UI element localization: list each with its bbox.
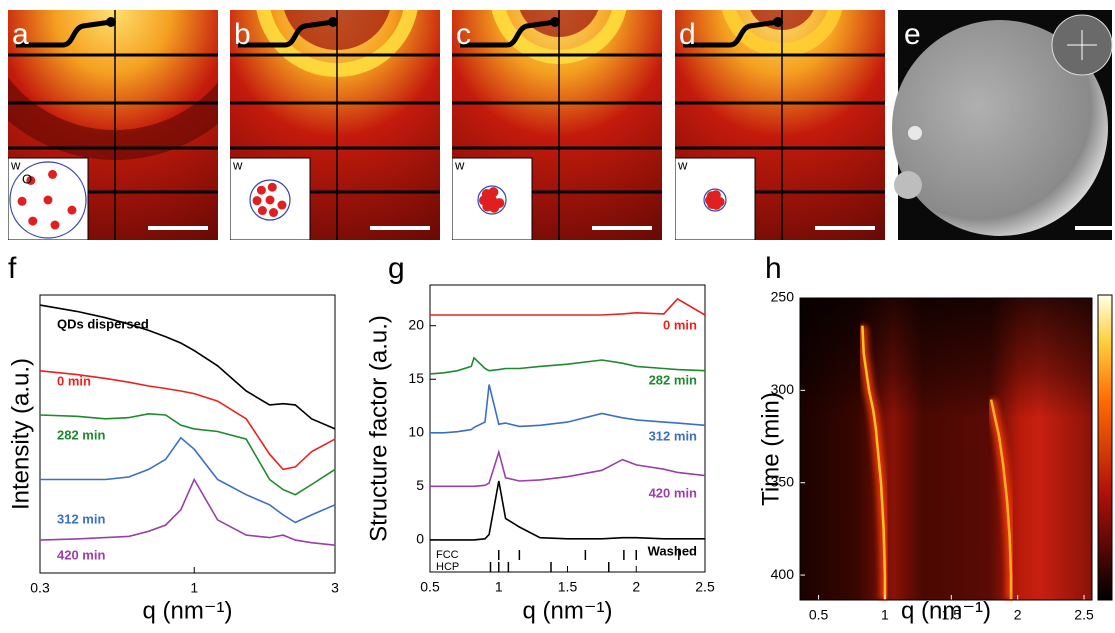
x-axis-label: q (nm⁻¹) — [901, 597, 991, 624]
trajectory-dot — [550, 17, 560, 27]
series-label: 0 min — [57, 373, 91, 388]
image-panel: wb — [230, 0, 440, 240]
x-tick-label: 2 — [632, 579, 640, 595]
trajectory-dot — [106, 17, 116, 27]
quantum-dot — [277, 201, 286, 210]
quantum-dot — [710, 195, 720, 205]
inset-o-label: O — [22, 171, 32, 186]
series-label: Washed — [648, 543, 697, 558]
series-label: 282 min — [649, 372, 697, 387]
series-line — [430, 385, 705, 433]
reference-label: FCC — [436, 549, 459, 561]
y-axis-label: Intensity (a.u.) — [7, 358, 34, 510]
y-axis-label: Time (min) — [757, 392, 784, 506]
quantum-dot — [257, 186, 266, 195]
y-tick-label: 400 — [771, 566, 795, 582]
panel-label: f — [8, 252, 17, 285]
quantum-dot — [67, 206, 76, 215]
quantum-dot — [487, 195, 497, 205]
x-tick-label: 0.5 — [809, 607, 829, 623]
quantum-dot — [266, 196, 275, 205]
image-panel: wOa — [0, 0, 265, 240]
series-label: 420 min — [649, 485, 697, 500]
panel-label: e — [904, 18, 921, 51]
quantum-dot — [48, 170, 57, 179]
sem-bump — [894, 171, 922, 199]
inset-label: w — [454, 157, 465, 172]
quantum-dot — [18, 197, 27, 206]
x-tick-label: 1 — [881, 607, 889, 623]
y-axis-label: Structure factor (a.u.) — [365, 315, 392, 542]
inset-label: w — [232, 157, 243, 172]
colorbar — [1098, 295, 1112, 600]
inset-label: w — [677, 157, 688, 172]
x-axis-label: q (nm⁻¹) — [143, 597, 233, 624]
y-tick-label: 0 — [416, 531, 424, 547]
panel-label: a — [12, 18, 29, 51]
y-tick-label: 20 — [408, 316, 424, 332]
inset-label: w — [10, 157, 21, 172]
x-tick-label: 2 — [1014, 607, 1022, 623]
trajectory-dot — [328, 17, 338, 27]
image-panel: wc — [452, 0, 662, 240]
x-tick-label: 1 — [190, 580, 198, 596]
quantum-dot — [51, 221, 60, 230]
panel-label: g — [388, 252, 405, 285]
quantum-dot — [268, 183, 277, 192]
y-tick-label: 250 — [771, 289, 795, 305]
panel-label: b — [234, 18, 251, 51]
x-axis-label: q (nm⁻¹) — [523, 597, 613, 624]
reference-label: HCP — [436, 561, 459, 573]
y-tick-label: 15 — [408, 370, 424, 386]
series-label: 312 min — [57, 511, 105, 526]
y-tick-label: 10 — [408, 423, 424, 439]
series-label: 312 min — [649, 428, 697, 443]
x-tick-label: 2.5 — [695, 579, 715, 595]
quantum-dot — [258, 206, 267, 215]
series-line — [430, 452, 705, 486]
y-tick-label: 5 — [416, 477, 424, 493]
heatmap-shade — [800, 298, 1092, 600]
series-line — [430, 299, 705, 315]
x-tick-label: 0.5 — [420, 579, 440, 595]
figure: wOawbwcwdef0.313q (nm⁻¹)Intensity (a.u.)… — [0, 0, 1115, 633]
series-label: 420 min — [57, 547, 105, 562]
sem-bump — [908, 126, 922, 140]
quantum-dot — [44, 196, 53, 205]
x-tick-label: 0.3 — [30, 580, 50, 596]
quantum-dot — [253, 196, 262, 205]
x-tick-label: 3 — [331, 580, 339, 596]
image-panel: wd — [675, 0, 885, 240]
x-tick-label: 1 — [495, 579, 503, 595]
quantum-dot — [28, 217, 37, 226]
series-label: 0 min — [663, 317, 697, 332]
x-tick-label: 2.5 — [1074, 607, 1094, 623]
trajectory-dot — [773, 17, 783, 27]
panel-label: d — [679, 18, 696, 51]
x-tick-label: 1.5 — [558, 579, 578, 595]
series-label: 282 min — [57, 427, 105, 442]
series-line — [40, 438, 335, 523]
series-label: QDs dispersed — [57, 316, 149, 331]
series-line — [40, 414, 335, 495]
panel-label: c — [456, 18, 471, 51]
quantum-dot — [269, 208, 278, 217]
panel-label: h — [765, 252, 782, 285]
